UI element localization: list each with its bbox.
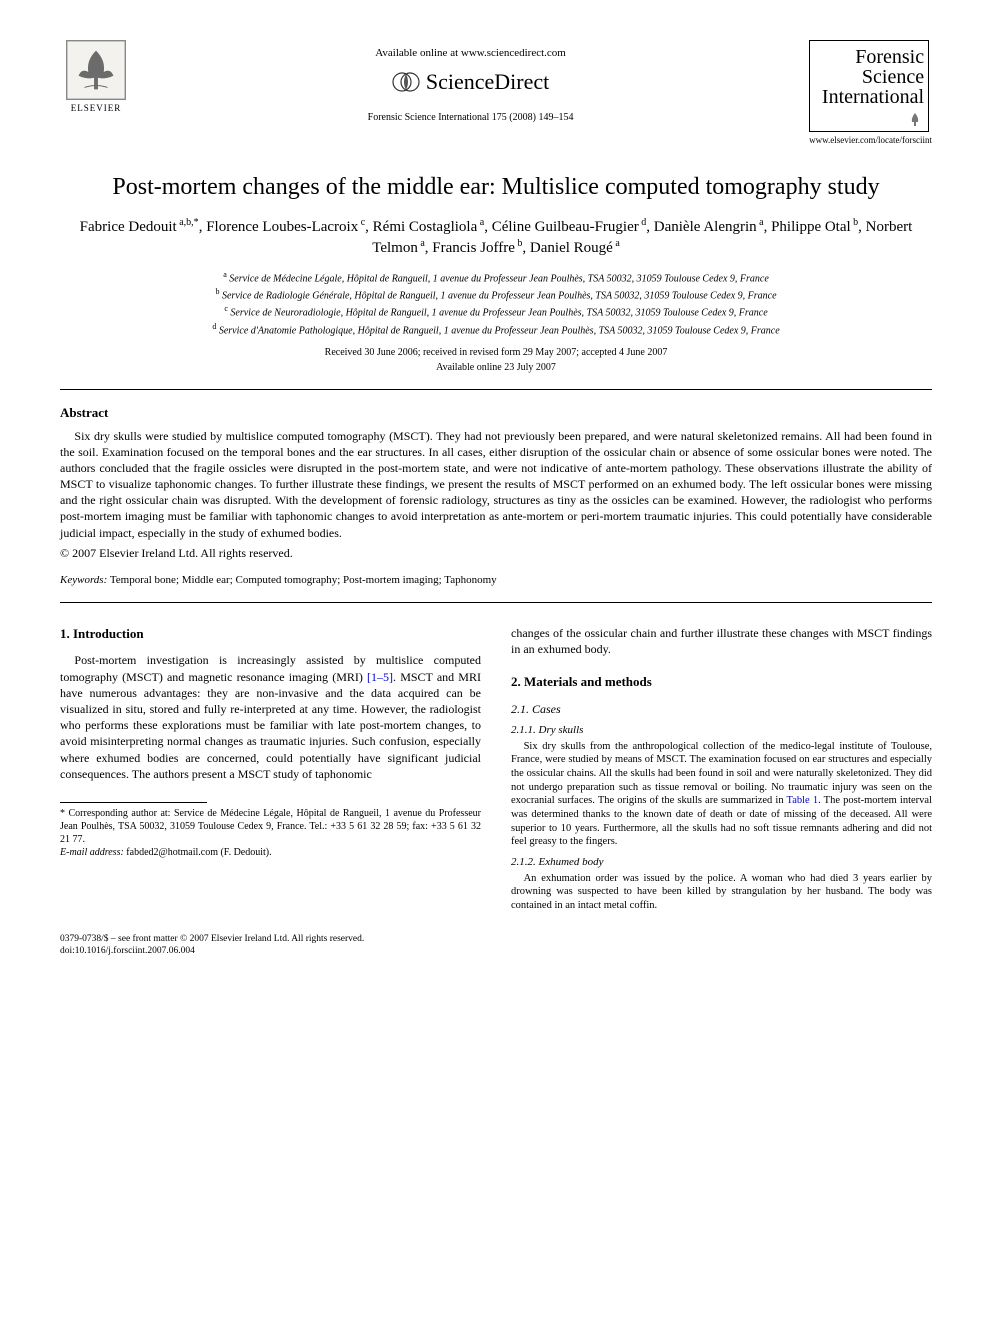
footer-doi: doi:10.1016/j.forsciint.2007.06.004 [60,945,932,957]
divider-rule-2 [60,602,932,603]
article-title: Post-mortem changes of the middle ear: M… [60,172,932,202]
elsevier-label: ELSEVIER [71,102,122,114]
keywords-label: Keywords: [60,574,107,586]
body-columns: 1. Introduction Post-mortem investigatio… [60,625,932,913]
affiliation-c: Service de Neuroradiologie, Hôpital de R… [230,308,767,319]
section-2-1-2-heading: 2.1.2. Exhumed body [511,855,932,870]
page-footer: 0379-0738/$ – see front matter © 2007 El… [60,933,932,958]
sciencedirect-text: ScienceDirect [426,67,549,97]
section-2-heading: 2. Materials and methods [511,673,932,691]
center-header: Available online at www.sciencedirect.co… [132,40,809,124]
journal-brand-box: Forensic Science International www.elsev… [809,40,932,146]
intro-continuation: changes of the ossicular chain and furth… [511,625,932,657]
affiliation-b: Service de Radiologie Générale, Hôpital … [222,290,777,301]
affiliations: a Service de Médecine Légale, Hôpital de… [60,269,932,338]
abstract-body: Six dry skulls were studied by multislic… [60,428,932,541]
left-column: 1. Introduction Post-mortem investigatio… [60,625,481,913]
keywords: Keywords: Temporal bone; Middle ear; Com… [60,573,932,588]
mini-elsevier-icon [906,111,924,129]
dry-skulls-paragraph: Six dry skulls from the anthropological … [511,740,932,849]
email-label: E-mail address: [60,847,124,858]
affiliation-d: Service d'Anatomie Pathologique, Hôpital… [219,325,780,336]
received-dates: Received 30 June 2006; received in revis… [60,346,932,360]
section-1-heading: 1. Introduction [60,625,481,643]
exhumed-body-paragraph: An exhumation order was issued by the po… [511,872,932,913]
intro-paragraph: Post-mortem investigation is increasingl… [60,652,481,782]
journal-reference: Forensic Science International 175 (2008… [132,111,809,125]
affiliation-a: Service de Médecine Légale, Hôpital de R… [229,273,769,284]
publisher-header: ELSEVIER Available online at www.science… [60,40,932,146]
abstract-copyright: © 2007 Elsevier Ireland Ltd. All rights … [60,545,932,561]
keywords-text: Temporal bone; Middle ear; Computed tomo… [107,574,496,586]
section-2-1-1-heading: 2.1.1. Dry skulls [511,723,932,738]
elsevier-tree-icon [66,40,126,100]
journal-name: Forensic Science International [814,47,924,107]
footnote-rule [60,802,207,803]
available-online-text: Available online at www.sciencedirect.co… [132,46,809,61]
email-value: fabded2@hotmail.com (F. Dedouit). [124,847,272,858]
email-footnote: E-mail address: fabded2@hotmail.com (F. … [60,846,481,859]
divider-rule [60,389,932,390]
section-2-1-heading: 2.1. Cases [511,701,932,717]
sciencedirect-icon [392,68,420,96]
sciencedirect-logo: ScienceDirect [132,67,809,97]
elsevier-logo: ELSEVIER [60,40,132,114]
footer-front-matter: 0379-0738/$ – see front matter © 2007 El… [60,933,932,945]
right-column: changes of the ossicular chain and furth… [511,625,932,913]
author-list: Fabrice Dedouit a,b,*, Florence Loubes-L… [60,216,932,259]
abstract-heading: Abstract [60,404,932,422]
journal-url: www.elsevier.com/locate/forsciint [809,134,932,146]
online-date: Available online 23 July 2007 [60,361,932,375]
corresponding-author-footnote: * Corresponding author at: Service de Mé… [60,807,481,846]
